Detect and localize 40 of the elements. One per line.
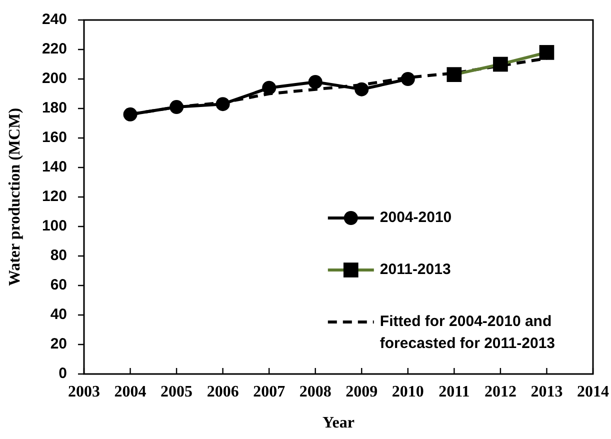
- y-tick-label: 180: [42, 100, 67, 117]
- x-tick-label: 2011: [438, 384, 470, 401]
- x-tick-label: 2005: [160, 384, 193, 401]
- x-tick-label: 2007: [253, 384, 286, 401]
- y-tick-label: 160: [42, 129, 67, 146]
- y-tick-label: 60: [50, 276, 67, 294]
- x-tick-label: 2010: [392, 384, 424, 401]
- legend-label: 2004-2010: [380, 209, 452, 226]
- point: [123, 107, 138, 122]
- y-tick-label: 40: [50, 306, 67, 324]
- legend-label: 2011-2013: [380, 261, 451, 278]
- point: [262, 80, 276, 95]
- point: [400, 72, 415, 86]
- x-tick-label: 2013: [530, 384, 563, 401]
- x-tick-label: 2009: [346, 384, 378, 401]
- point: [216, 97, 230, 112]
- point: [446, 67, 462, 82]
- y-tick-label: 80: [50, 247, 67, 264]
- x-tick-label: 2003: [68, 384, 100, 401]
- y-tick-label: 200: [42, 70, 67, 88]
- point: [539, 45, 554, 60]
- y-tick-label: 220: [42, 40, 67, 58]
- y-tick-label: 0: [58, 365, 67, 382]
- y-axis-title: Water production (MCM): [6, 108, 24, 286]
- legend-label: Fitted for 2004-2010 and forecasted for 2011-2013: [380, 313, 556, 352]
- x-tick-label: 2012: [484, 384, 516, 401]
- point: [308, 74, 322, 89]
- x-tick-label: 2004: [114, 384, 146, 401]
- y-tick-label: 120: [42, 188, 67, 206]
- x-axis-title: Year: [322, 414, 354, 432]
- y-tick-label: 240: [42, 11, 67, 28]
- y-tick-label: 100: [42, 218, 67, 235]
- y-tick-label: 20: [50, 336, 67, 353]
- x-tick-label: 2014: [577, 384, 609, 401]
- point: [170, 100, 184, 114]
- y-tick-label: 140: [42, 158, 67, 176]
- point: [493, 56, 508, 72]
- x-tick-label: 2006: [206, 384, 239, 401]
- point: [354, 82, 369, 96]
- x-tick-label: 2008: [299, 384, 332, 401]
